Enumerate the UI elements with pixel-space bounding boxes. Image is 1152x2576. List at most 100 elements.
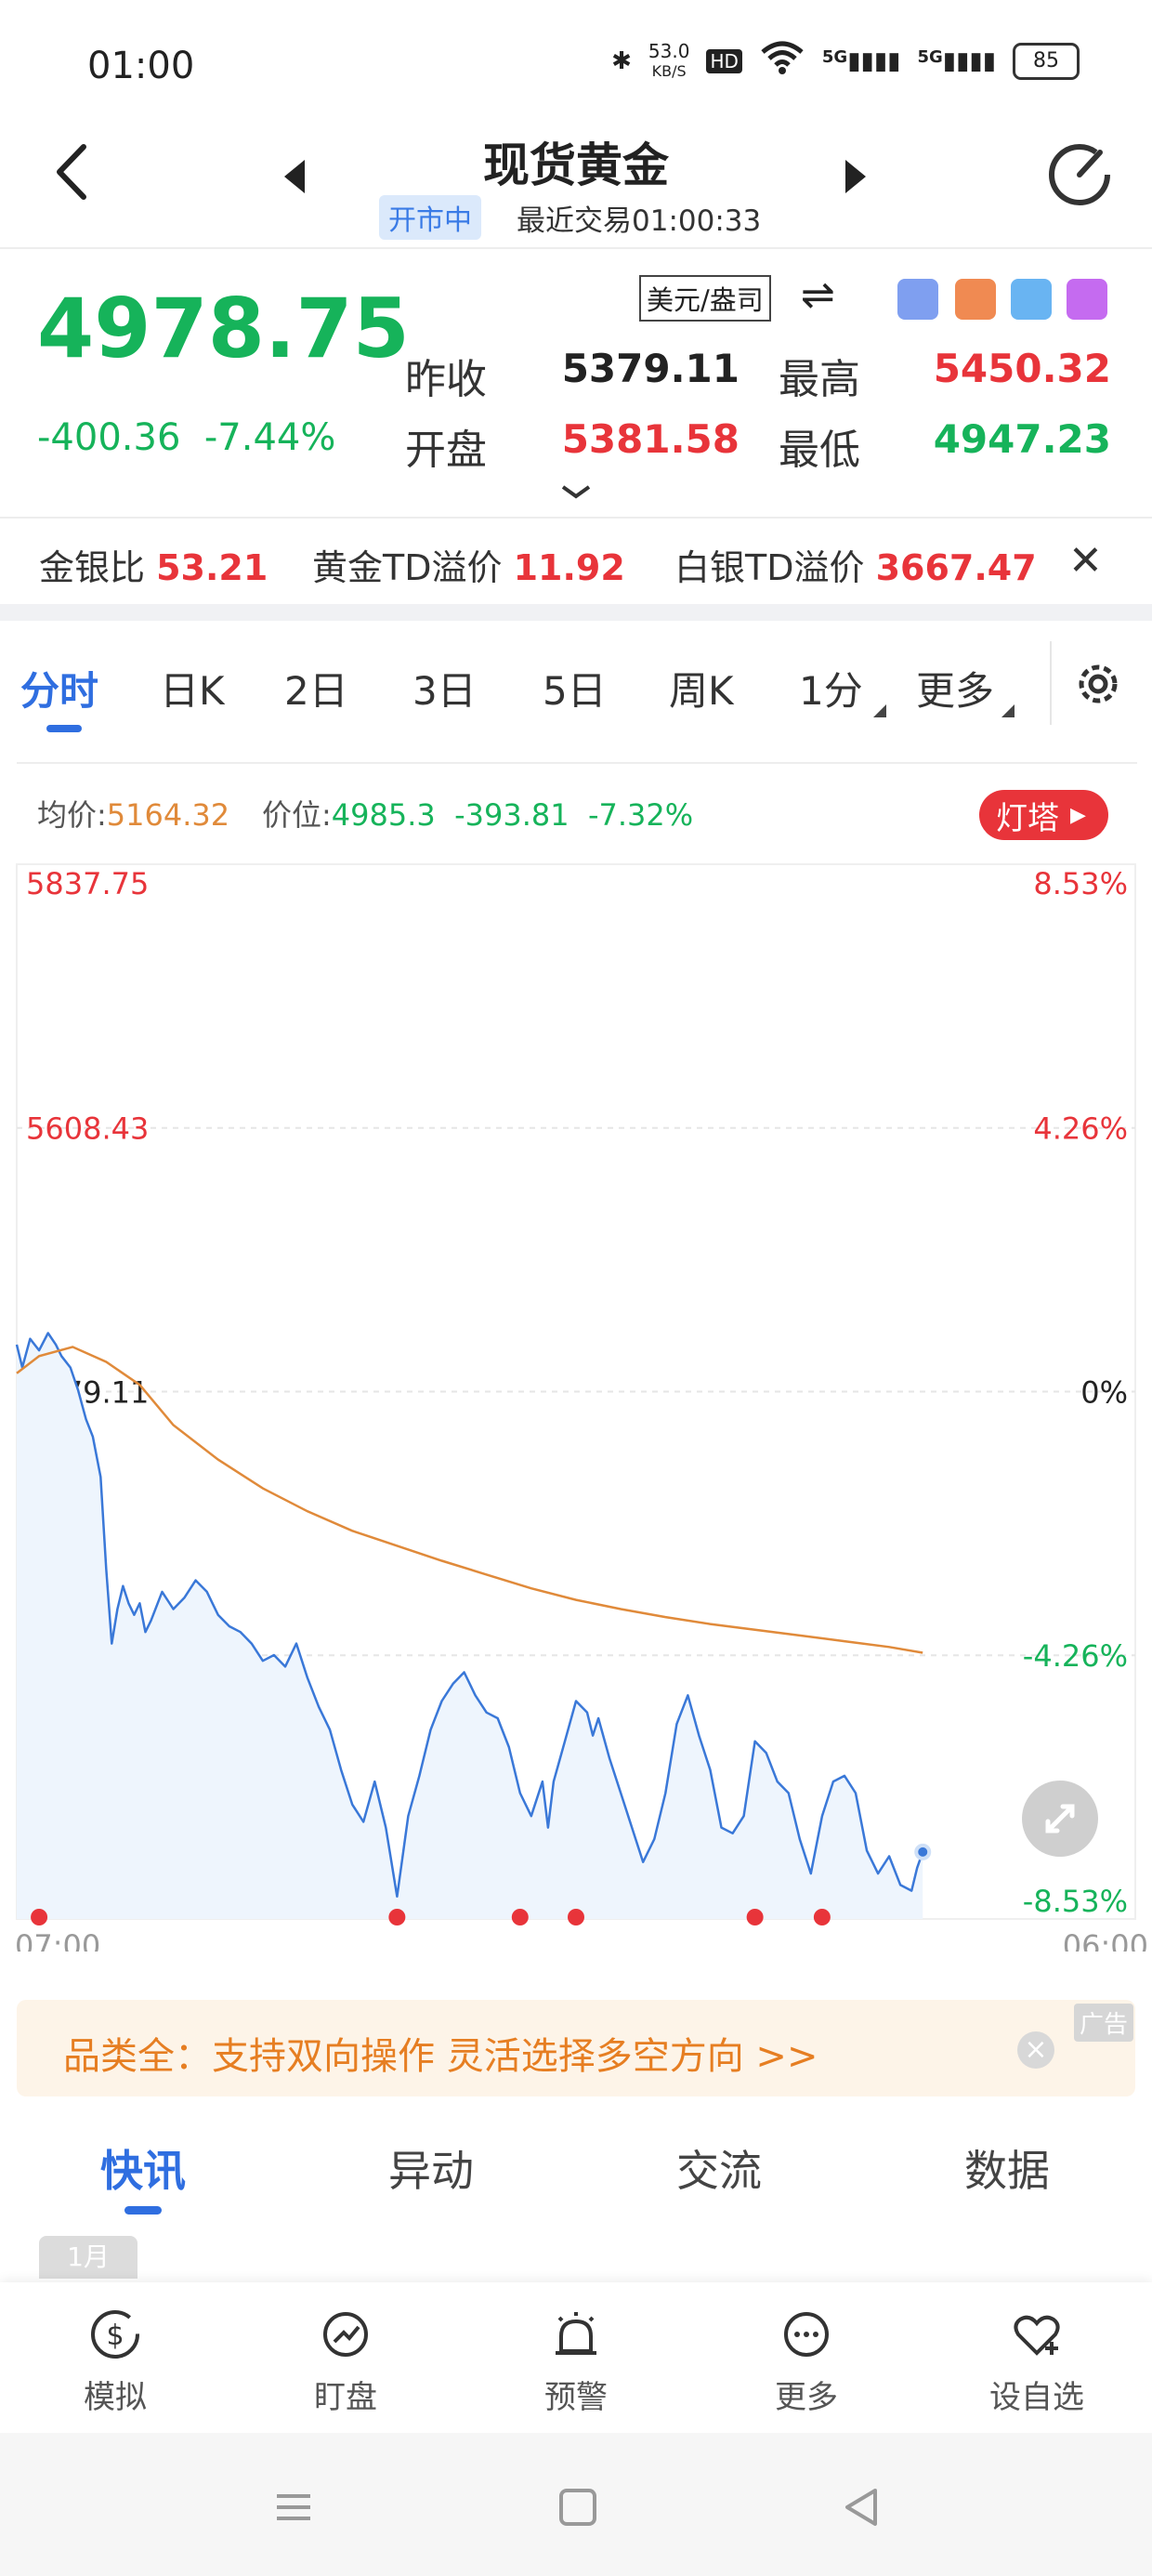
battery-icon: 85 bbox=[1013, 42, 1080, 80]
tab-5day[interactable]: 5日 bbox=[543, 668, 607, 714]
tab-3day[interactable]: 3日 bbox=[412, 668, 477, 714]
price-label: 价位: bbox=[262, 797, 332, 833]
unit-selector[interactable]: 美元/盎司 bbox=[639, 275, 771, 322]
ad-text[interactable]: 品类全：支持双向操作 灵活选择多空方向 >> bbox=[63, 2035, 818, 2078]
simulate-label: 模拟 bbox=[84, 2379, 147, 2416]
fullscreen-button[interactable] bbox=[1022, 1781, 1098, 1857]
event-marker bbox=[511, 1909, 529, 1925]
tab-daily-k[interactable]: 日K bbox=[160, 668, 225, 714]
ad-close-icon[interactable]: × bbox=[1017, 2031, 1054, 2069]
event-marker bbox=[813, 1909, 831, 1925]
gear-icon[interactable] bbox=[1070, 656, 1126, 712]
avg-label: 均价: bbox=[37, 797, 107, 833]
y-tick-label-left: 5837.75 bbox=[26, 866, 149, 901]
net-speed-unit: KB/S bbox=[651, 61, 687, 80]
lighthouse-tool-icon[interactable] bbox=[955, 279, 996, 320]
battery-level: 85 bbox=[1033, 49, 1059, 72]
last-trade-time: 最近交易01:00:33 bbox=[517, 204, 762, 238]
current-price: 4978.75 bbox=[37, 281, 410, 376]
back-nav-icon[interactable] bbox=[834, 2479, 890, 2535]
more-label: 更多 bbox=[775, 2379, 838, 2416]
close-icon[interactable]: ✕ bbox=[1068, 537, 1103, 585]
net-speed: 53.0 KB/S bbox=[648, 42, 690, 81]
refresh-icon[interactable] bbox=[1044, 139, 1115, 210]
event-marker bbox=[31, 1909, 48, 1925]
average-line bbox=[16, 1346, 923, 1654]
tab-indicator bbox=[46, 725, 82, 732]
silver-td-label: 白银TD溢价 bbox=[674, 547, 865, 588]
watch-button[interactable]: 盯盘 bbox=[271, 2305, 420, 2417]
swap-icon[interactable]: ⇌ bbox=[801, 271, 835, 319]
ad-banner[interactable] bbox=[17, 2000, 1135, 2096]
back-icon[interactable] bbox=[46, 139, 102, 204]
dropdown-corner-icon bbox=[873, 704, 886, 717]
price-area bbox=[17, 1333, 923, 1919]
y-tick-label-right: 0% bbox=[1080, 1374, 1128, 1410]
divider bbox=[0, 247, 1152, 249]
prev-close-label: 昨收 bbox=[405, 356, 487, 403]
tab-more[interactable]: 更多 bbox=[916, 668, 995, 714]
tab-flash-news[interactable]: 快讯 bbox=[100, 2146, 186, 2196]
lighthouse-button[interactable]: 灯塔 ▶ bbox=[979, 790, 1108, 840]
status-icons: ✱ 53.0 KB/S HD 5G▮▮▮▮ 5G▮▮▮▮ 85 bbox=[611, 41, 1080, 81]
net-speed-value: 53.0 bbox=[648, 39, 690, 62]
high-label: 最高 bbox=[779, 356, 860, 403]
y-tick-label-right: -4.26% bbox=[1023, 1638, 1128, 1674]
price-change: -400.36 -7.44% bbox=[37, 416, 335, 459]
calculator-tool-icon[interactable] bbox=[897, 279, 938, 320]
intraday-chart[interactable]: 5837.758.53%5608.434.26%5379.110%5149.79… bbox=[0, 836, 1152, 1952]
tab-1min[interactable]: 1分 bbox=[799, 668, 863, 714]
current-price-point bbox=[914, 1843, 932, 1860]
cursor-price-change: -393.81 bbox=[454, 797, 569, 833]
status-time: 01:00 bbox=[87, 45, 195, 87]
tab-weekly-k[interactable]: 周K bbox=[669, 668, 734, 714]
wifi-icon bbox=[759, 41, 805, 81]
ad-tag: 广告 bbox=[1074, 2004, 1134, 2042]
y-tick-label-right: 4.26% bbox=[1033, 1111, 1128, 1147]
menu-icon[interactable] bbox=[266, 2479, 321, 2535]
high-value: 5450.32 bbox=[933, 346, 1111, 391]
dollar-cycle-icon: $ bbox=[91, 2310, 139, 2359]
x-tick-label: 07:00 bbox=[15, 1928, 100, 1952]
prev-close-value: 5379.11 bbox=[561, 346, 740, 391]
tab-data[interactable]: 数据 bbox=[964, 2146, 1050, 2196]
simulate-button[interactable]: $ 模拟 bbox=[41, 2305, 190, 2417]
more-button[interactable]: 更多 bbox=[732, 2305, 881, 2417]
pie-tool-icon[interactable] bbox=[1011, 279, 1052, 320]
page-title: 现货黄金 bbox=[483, 138, 669, 192]
expand-chevron-icon[interactable] bbox=[559, 483, 593, 502]
add-watchlist-label: 设自选 bbox=[989, 2379, 1084, 2416]
signal-5g-2-label: 5G bbox=[917, 46, 943, 67]
y-tick-label-right: -8.53% bbox=[1023, 1884, 1128, 1919]
tab-2day[interactable]: 2日 bbox=[284, 668, 348, 714]
news-tab-indicator bbox=[124, 2206, 162, 2215]
divider bbox=[17, 762, 1137, 764]
target-tool-icon[interactable] bbox=[1067, 279, 1107, 320]
heart-plus-icon bbox=[1014, 2315, 1060, 2356]
gold-silver-label: 金银比 bbox=[39, 547, 146, 588]
tab-intraday[interactable]: 分时 bbox=[20, 668, 99, 714]
add-watchlist-button[interactable]: 设自选 bbox=[962, 2305, 1111, 2417]
prev-instrument-icon[interactable] bbox=[284, 160, 305, 193]
signal-5g-2: 5G▮▮▮▮ bbox=[917, 46, 996, 75]
alert-button[interactable]: 预警 bbox=[502, 2305, 650, 2417]
change-value: -400.36 bbox=[37, 416, 181, 459]
low-value: 4947.23 bbox=[933, 416, 1111, 462]
price-line bbox=[15, 1332, 924, 1899]
change-percent: -7.44% bbox=[203, 416, 336, 459]
avg-value: 5164.32 bbox=[106, 797, 230, 833]
dropdown-corner-icon bbox=[1001, 704, 1015, 717]
y-tick-label-right: 8.53% bbox=[1033, 866, 1128, 901]
divider bbox=[0, 517, 1152, 519]
avg-price: 均价:5164.32 bbox=[37, 792, 229, 835]
gold-td-label: 黄金TD溢价 bbox=[312, 547, 503, 588]
gold-silver-ratio: 金银比 53.21 bbox=[39, 539, 268, 590]
x-tick-label: 06:00 bbox=[1063, 1928, 1148, 1952]
lighthouse-label: 灯塔 bbox=[996, 799, 1059, 837]
tab-discussion[interactable]: 交流 bbox=[676, 2146, 762, 2196]
next-instrument-icon[interactable] bbox=[845, 160, 866, 193]
event-marker bbox=[746, 1909, 764, 1925]
divider bbox=[1050, 641, 1052, 725]
home-icon[interactable] bbox=[550, 2479, 606, 2535]
tab-movements[interactable]: 异动 bbox=[388, 2146, 474, 2196]
